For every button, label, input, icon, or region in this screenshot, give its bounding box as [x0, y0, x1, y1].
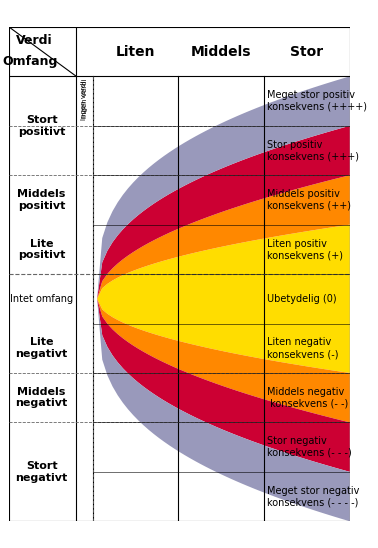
Polygon shape: [97, 126, 350, 299]
Text: Liten negativ
konsekvens (-): Liten negativ konsekvens (-): [267, 338, 338, 359]
Text: Omfang: Omfang: [2, 54, 57, 67]
Text: Stor positiv
konsekvens (+++): Stor positiv konsekvens (+++): [267, 140, 359, 161]
Text: Stort
negativt: Stort negativt: [15, 461, 68, 483]
Text: Lite
negativt: Lite negativt: [15, 338, 68, 359]
Text: Middels
positivt: Middels positivt: [17, 189, 66, 211]
Polygon shape: [97, 175, 350, 299]
Text: Middels: Middels: [191, 44, 251, 59]
Text: Meget stor negativ
konsekvens (- - - -): Meget stor negativ konsekvens (- - - -): [267, 486, 359, 507]
Text: Ubetydelig (0): Ubetydelig (0): [267, 294, 336, 304]
Text: Intet omfang: Intet omfang: [10, 294, 73, 304]
Text: Ingen verdi: Ingen verdi: [81, 81, 87, 120]
Polygon shape: [97, 225, 350, 373]
Bar: [93, 76, 350, 521]
Text: Stor negativ
konsekvens (- - -): Stor negativ konsekvens (- - -): [267, 436, 352, 458]
Text: Middels negativ
 konsekvens (- -): Middels negativ konsekvens (- -): [267, 387, 348, 408]
Text: Lite
positivt: Lite positivt: [18, 238, 65, 260]
Polygon shape: [97, 299, 350, 423]
Text: Liten: Liten: [116, 44, 155, 59]
Text: Liten positiv
konsekvens (+): Liten positiv konsekvens (+): [267, 238, 343, 260]
Polygon shape: [97, 299, 350, 521]
Text: Middels
negativt: Middels negativt: [15, 387, 68, 408]
Text: Stor: Stor: [290, 44, 324, 59]
Polygon shape: [97, 76, 350, 299]
Text: Middels positiv
konsekvens (++): Middels positiv konsekvens (++): [267, 189, 351, 211]
Text: Stort
positivt: Stort positivt: [18, 115, 65, 136]
Text: Ingen verdi: Ingen verdi: [82, 78, 88, 117]
Text: Meget stor positiv
konsekvens (++++): Meget stor positiv konsekvens (++++): [267, 90, 367, 112]
Text: Verdi: Verdi: [16, 34, 53, 47]
Polygon shape: [97, 299, 350, 472]
